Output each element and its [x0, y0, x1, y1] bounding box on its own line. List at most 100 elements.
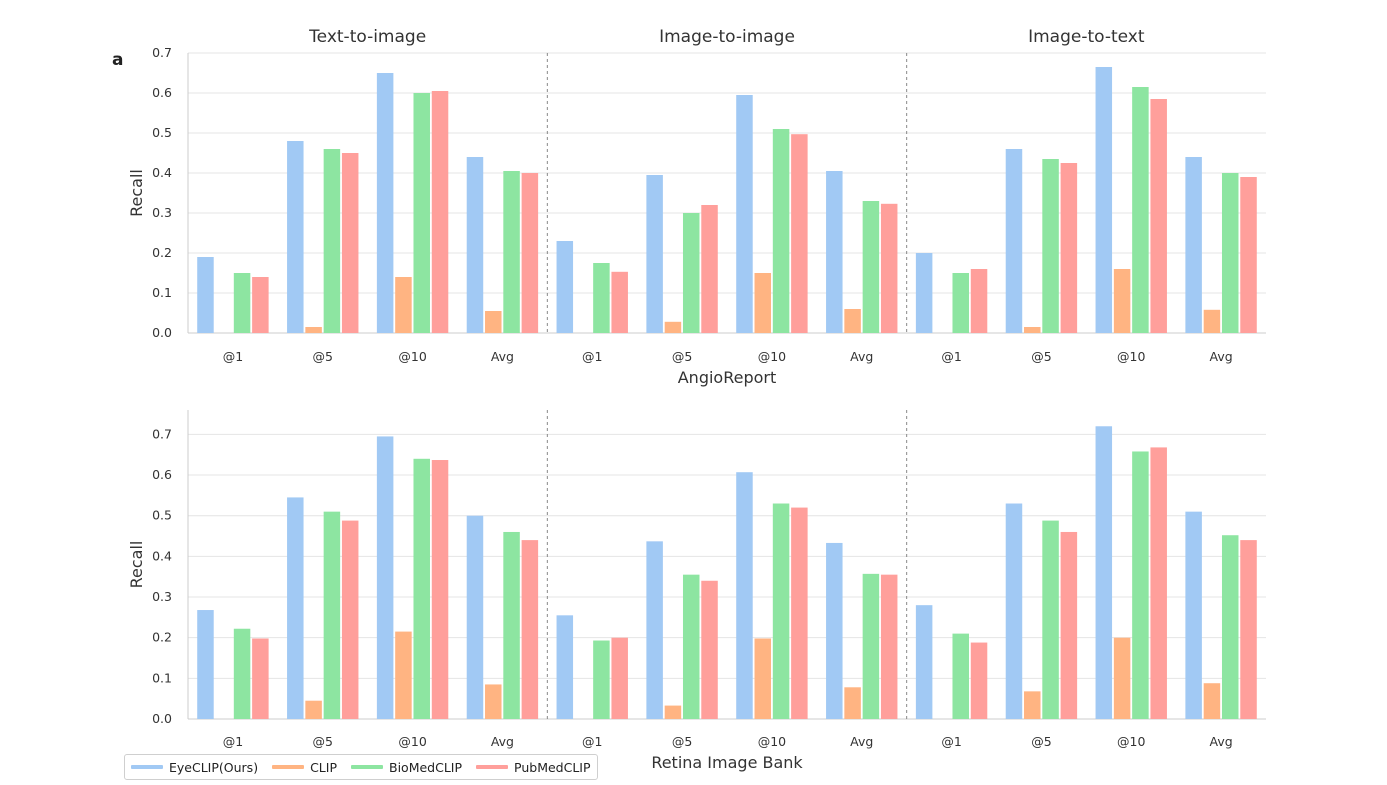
bar	[880, 203, 898, 333]
bar	[1185, 511, 1202, 719]
y-tick-label: 0.7	[152, 45, 172, 60]
bar	[826, 542, 843, 719]
bar	[233, 628, 251, 719]
bar	[701, 205, 718, 333]
bar	[593, 640, 610, 719]
y-tick-label: 0.5	[152, 125, 172, 140]
bar	[287, 141, 304, 333]
bar	[952, 633, 969, 719]
y-tick-label: 0.2	[152, 630, 172, 645]
bar	[305, 700, 322, 719]
bar	[252, 638, 269, 719]
x-tick-label: Avg	[491, 349, 514, 364]
bar	[844, 687, 861, 719]
x-tick-label: @10	[758, 349, 786, 364]
bar	[413, 458, 430, 719]
x-tick-label: @10	[398, 349, 426, 364]
y-tick-label: 0.0	[152, 325, 172, 340]
bar	[646, 175, 663, 333]
y-tick-label: 0.4	[152, 548, 172, 563]
x-tick-label: @10	[1117, 349, 1145, 364]
bar	[197, 257, 214, 333]
bar	[485, 311, 502, 333]
legend-swatch	[476, 765, 509, 769]
x-tick-label: @5	[1031, 349, 1051, 364]
bar	[952, 273, 969, 333]
bar	[233, 273, 251, 333]
bar	[503, 171, 520, 333]
bar	[1203, 309, 1221, 333]
bar	[736, 95, 753, 333]
bar	[915, 605, 933, 719]
legend-entry: BioMedCLIP	[351, 760, 462, 775]
bar	[1240, 177, 1257, 333]
bar	[970, 269, 988, 333]
bar	[1113, 637, 1131, 719]
x-tick-label: @5	[672, 349, 692, 364]
bar	[1005, 503, 1023, 719]
legend-swatch	[351, 765, 383, 769]
bar	[862, 201, 880, 333]
facet-title: Image-to-text	[1028, 27, 1145, 47]
bar	[611, 271, 628, 333]
bar	[880, 574, 898, 719]
y-tick-label: 0.0	[152, 711, 172, 726]
x-tick-label: Avg	[850, 349, 873, 364]
bar	[682, 574, 700, 719]
bar	[1203, 683, 1221, 719]
x-tick-label: Avg	[850, 734, 873, 749]
x-tick-label: @1	[223, 349, 243, 364]
legend-swatch	[272, 765, 305, 769]
bar	[395, 277, 412, 333]
x-tick-label: @5	[313, 349, 333, 364]
y-tick-label: 0.3	[152, 205, 172, 220]
x-tick-label: @10	[398, 734, 426, 749]
bar	[197, 610, 214, 719]
bar	[521, 540, 539, 719]
bar	[1132, 451, 1149, 719]
bar	[1095, 67, 1113, 333]
x-tick-label: Avg	[491, 734, 514, 749]
y-tick-label: 0.6	[152, 85, 172, 100]
bar	[970, 642, 988, 719]
panel-label: a	[112, 50, 124, 70]
bar	[395, 631, 412, 719]
facet-title: Text-to-image	[308, 27, 426, 47]
x-tick-label: @10	[758, 734, 786, 749]
bar	[1150, 447, 1167, 719]
bar	[791, 134, 808, 333]
bar	[754, 273, 772, 333]
y-tick-label: 0.6	[152, 467, 172, 482]
bar	[772, 129, 790, 333]
bar	[1113, 269, 1131, 333]
bar	[772, 503, 790, 719]
legend-entry: PubMedCLIP	[476, 760, 591, 775]
x-tick-label: Avg	[1210, 734, 1233, 749]
x-tick-label: Avg	[1210, 349, 1233, 364]
bar	[503, 531, 520, 719]
bar	[341, 153, 359, 333]
bar	[1060, 531, 1078, 719]
bar	[701, 580, 718, 719]
bar	[1132, 87, 1149, 333]
chart-legend: EyeCLIP(Ours) CLIP BioMedCLIP PubMedCLIP	[124, 754, 598, 780]
bar	[1221, 173, 1239, 333]
legend-swatch	[131, 765, 163, 769]
bar	[862, 573, 880, 719]
bar	[1024, 327, 1041, 333]
bar	[556, 241, 574, 333]
y-tick-label: 0.5	[152, 508, 172, 523]
bar	[323, 149, 341, 333]
y-tick-label: 0.7	[152, 426, 172, 441]
bar	[1042, 520, 1059, 719]
bar	[844, 309, 861, 333]
y-tick-label: 0.2	[152, 245, 172, 260]
legend-label: BioMedCLIP	[389, 759, 463, 775]
bar	[1024, 691, 1041, 719]
bar	[521, 173, 539, 333]
bar	[466, 157, 484, 333]
y-tick-label: 0.1	[152, 285, 172, 300]
bar	[1042, 159, 1059, 333]
legend-label: PubMedCLIP	[514, 759, 591, 775]
